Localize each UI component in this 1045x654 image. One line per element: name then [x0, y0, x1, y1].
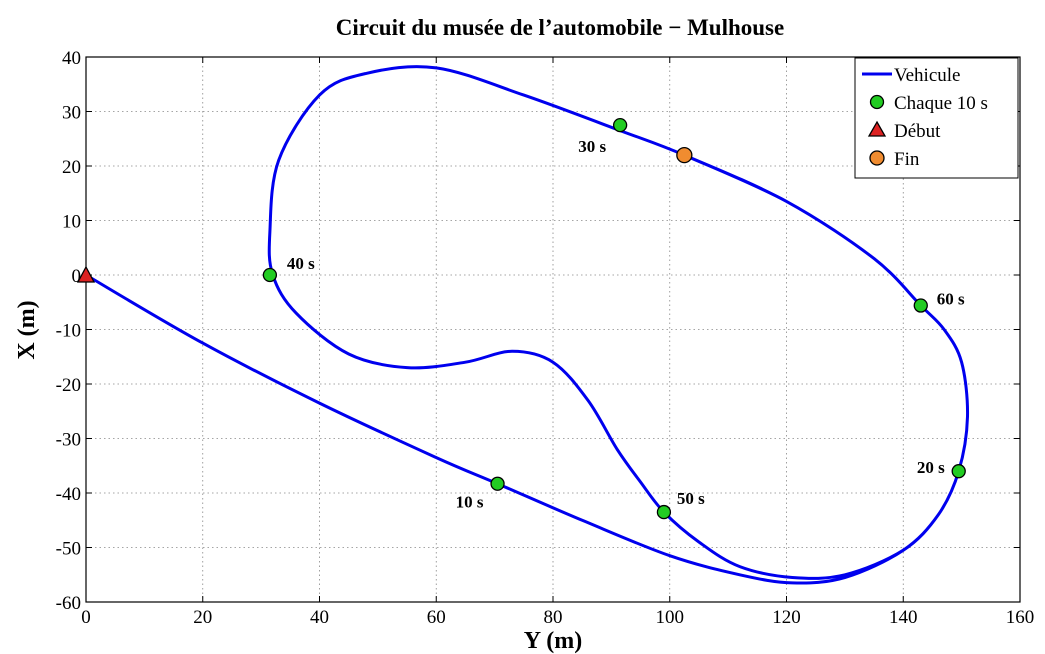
legend-label-vehicule: Vehicule — [894, 65, 960, 86]
vehicle-trajectory-line — [84, 65, 970, 585]
time-marker — [656, 504, 672, 520]
time-marker-label: 10 s — [456, 493, 484, 512]
time-marker — [951, 464, 966, 479]
y-tick-label: -50 — [56, 539, 81, 560]
axis-ticks: 0 20 40 60 80 100 120 140 160 -60 -50 -40 -30 -20 -10 0… — [56, 48, 1035, 628]
y-tick-label: -60 — [56, 593, 81, 614]
time-markers: 10 s 20 s 30 s 40 s 50 s 60 s — [76, 117, 966, 520]
time-marker-label: 40 s — [287, 254, 315, 273]
time-marker — [612, 117, 628, 133]
x-tick-label: 0 — [81, 607, 91, 628]
x-tick-label: 100 — [656, 607, 685, 628]
x-tick-label: 120 — [772, 607, 801, 628]
x-tick-label: 40 — [310, 607, 329, 628]
y-tick-label: -40 — [56, 484, 81, 505]
x-tick-label: 60 — [427, 607, 446, 628]
x-tick-label: 140 — [889, 607, 918, 628]
y-tick-label: 30 — [62, 103, 81, 124]
x-tick-label: 20 — [193, 607, 212, 628]
y-axis-label: X (m) — [14, 300, 40, 359]
time-marker-label: 20 s — [917, 458, 945, 477]
start-marker — [76, 265, 96, 283]
y-tick-label: -10 — [56, 321, 81, 342]
series-layer — [84, 65, 970, 585]
legend-swatch-fin — [869, 150, 885, 166]
legend-swatch-debut — [867, 120, 887, 137]
x-axis-label: Y (m) — [524, 628, 582, 654]
time-marker — [913, 298, 928, 313]
time-marker — [490, 476, 505, 491]
y-tick-label: 0 — [72, 266, 82, 287]
y-tick-label: 40 — [62, 48, 81, 69]
time-marker-label: 60 s — [937, 290, 965, 309]
x-tick-label: 80 — [544, 607, 563, 628]
y-tick-label: -30 — [56, 430, 81, 451]
time-marker-label: 30 s — [578, 137, 606, 156]
legend-label-fin: Fin — [894, 149, 920, 170]
y-tick-label: 20 — [62, 157, 81, 178]
legend-label-chaque: Chaque 10 s — [894, 93, 988, 114]
legend-label-debut: Début — [894, 121, 941, 142]
end-marker — [676, 146, 693, 164]
y-tick-label: 10 — [62, 212, 81, 233]
legend: Vehicule Chaque 10 s Début Fin — [854, 57, 1019, 179]
time-marker-label: 50 s — [677, 489, 705, 508]
chart-title: Circuit du musée de l’automobile − Mulho… — [336, 15, 784, 40]
y-tick-label: -20 — [56, 375, 81, 396]
time-marker — [262, 267, 278, 283]
x-tick-label: 160 — [1006, 607, 1035, 628]
legend-swatch-chaque — [869, 94, 885, 110]
